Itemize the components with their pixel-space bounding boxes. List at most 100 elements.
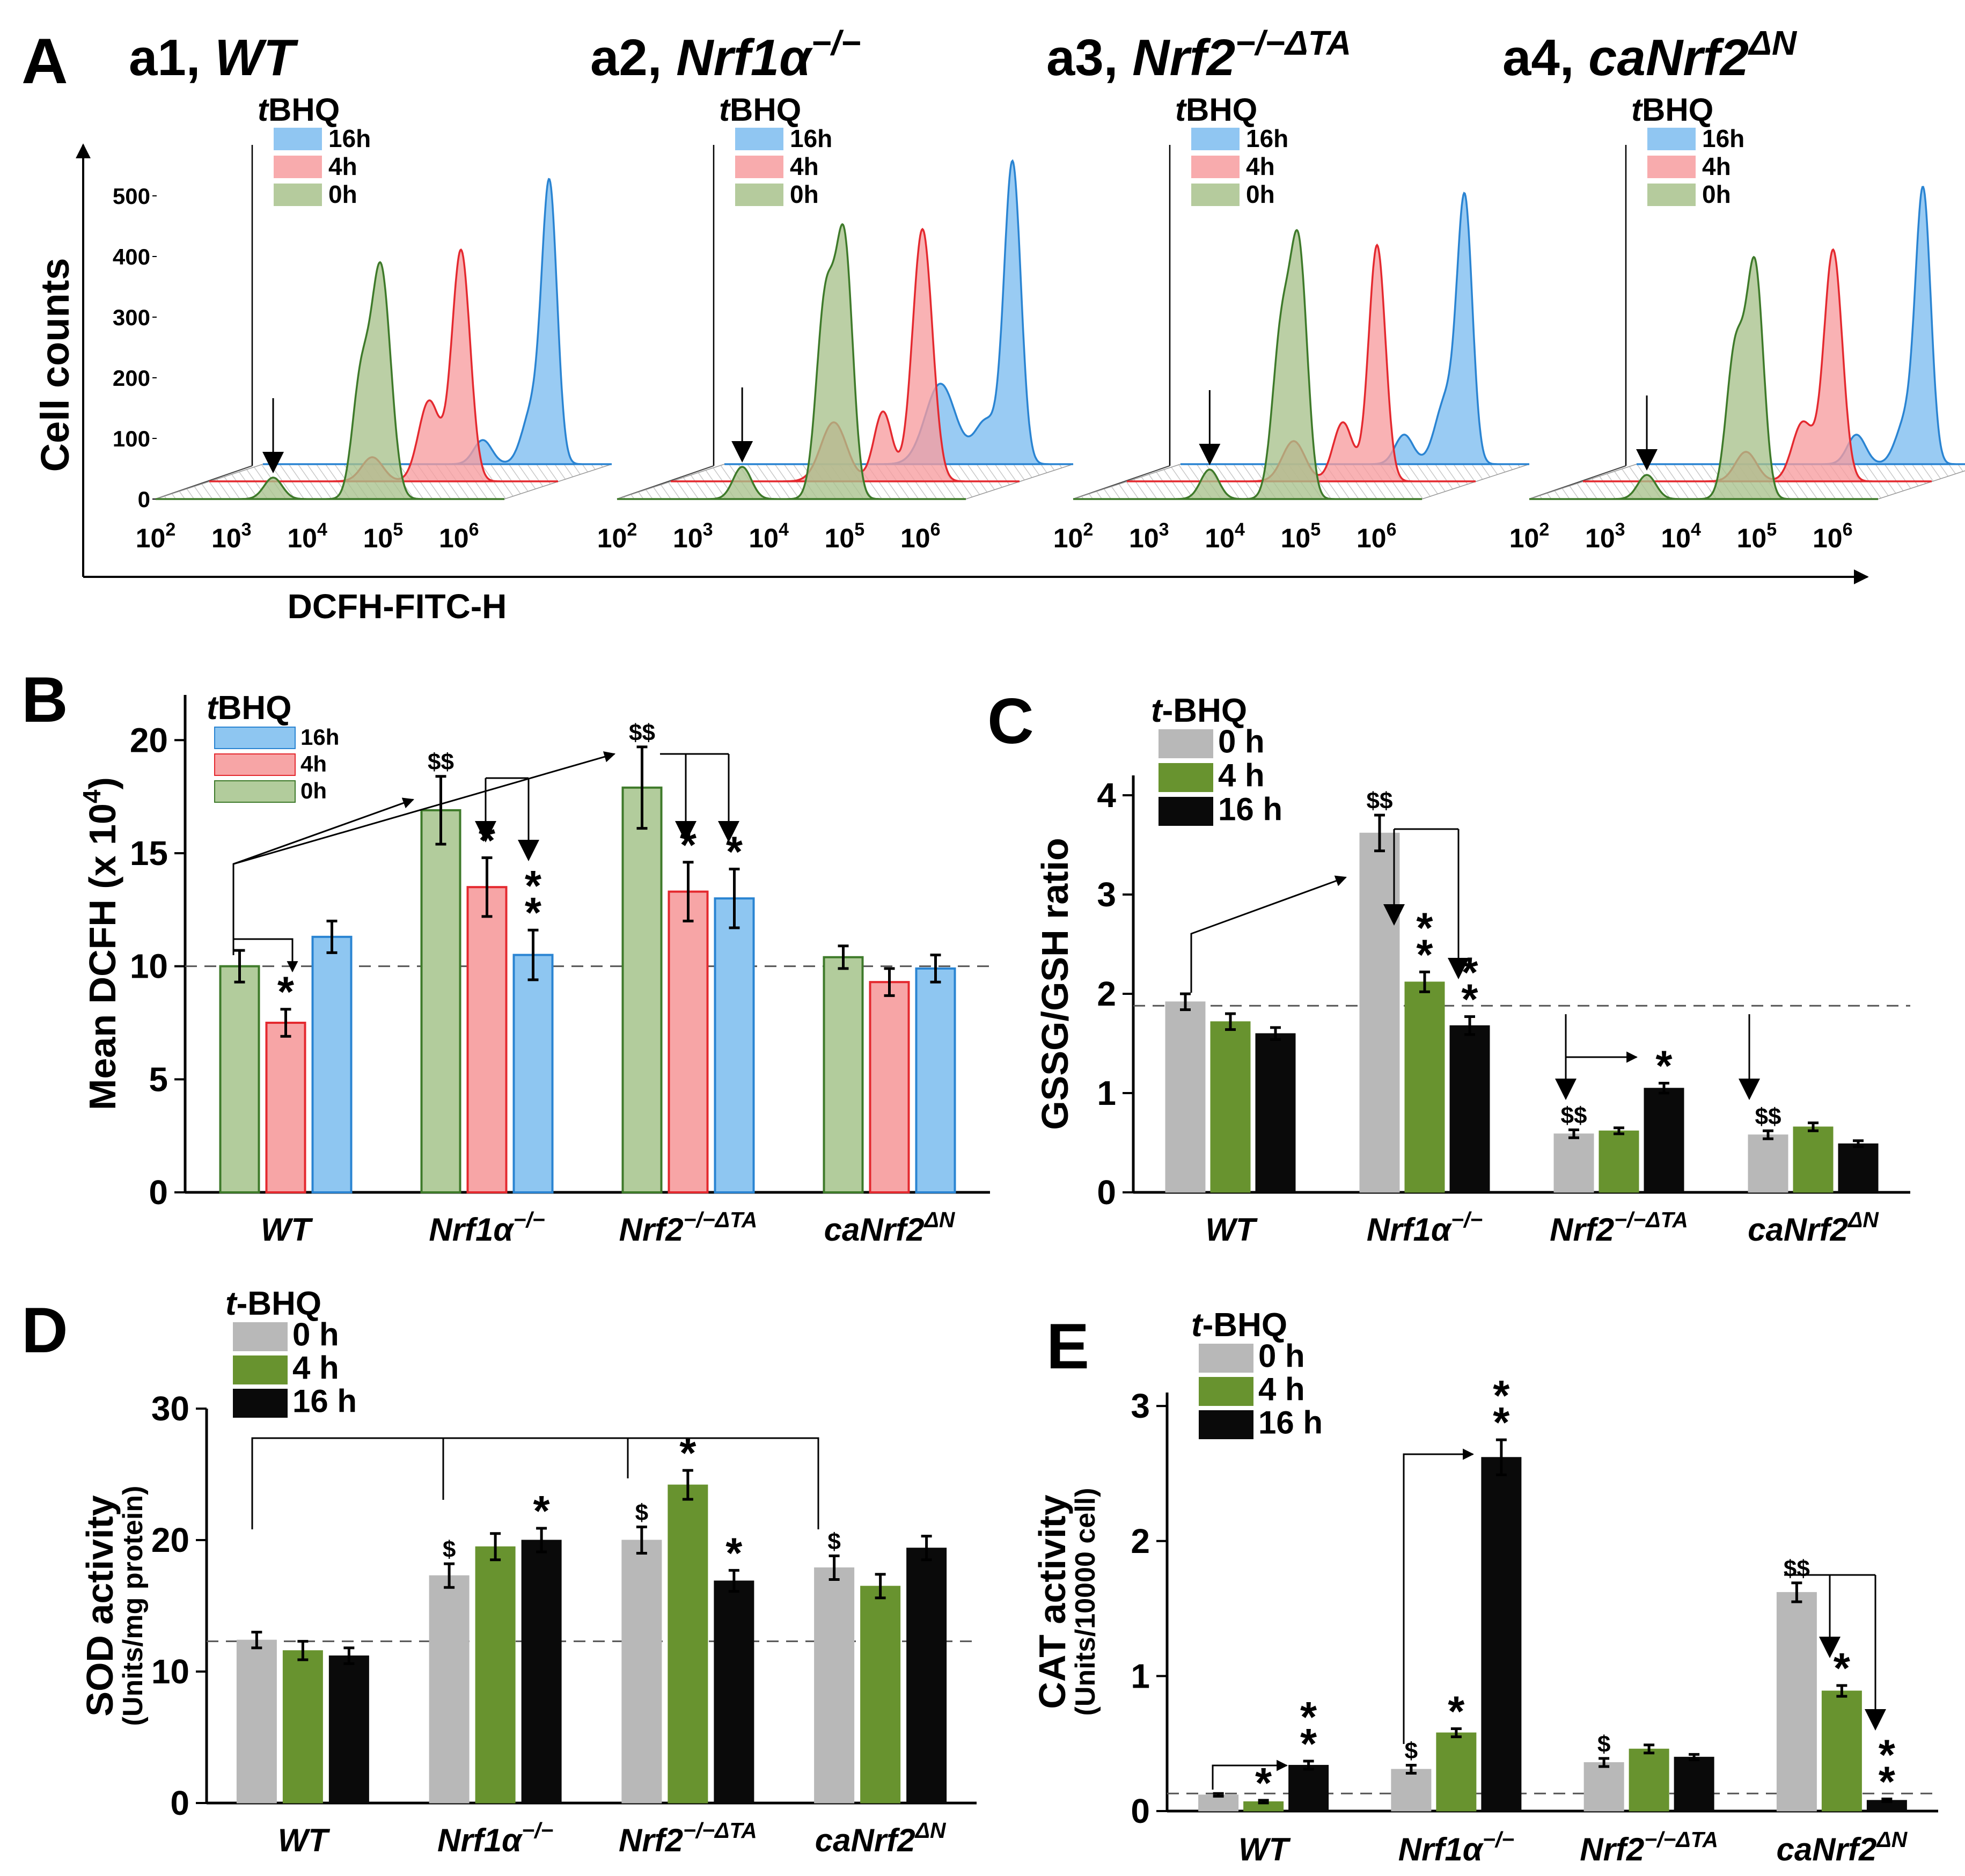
legend-swatch xyxy=(1199,1344,1253,1373)
bar xyxy=(814,1567,855,1804)
category-label: caNrf2ΔN xyxy=(1748,1207,1879,1248)
legend-label: 4h xyxy=(790,152,819,180)
bar xyxy=(1644,1088,1684,1193)
legend-swatch xyxy=(214,727,296,749)
significance-mark: $ xyxy=(1405,1738,1418,1764)
significance-mark: * xyxy=(1300,1720,1317,1768)
category-label: Nrf1α−/− xyxy=(437,1818,553,1858)
y-tick-label: 0 xyxy=(1131,1792,1150,1830)
significance-mark: $ xyxy=(827,1528,840,1555)
comparison-arrow xyxy=(233,751,616,865)
y-tick-label: 300 xyxy=(113,305,150,330)
legend-title: tBHQ xyxy=(207,690,291,727)
legend-label: 4h xyxy=(300,751,327,776)
category-label: caNrf2ΔN xyxy=(815,1818,947,1858)
bar xyxy=(1288,1764,1329,1812)
significance-mark: $$ xyxy=(1367,788,1393,814)
comparison-arrow xyxy=(232,797,414,955)
y-tick-label: 0 xyxy=(1097,1173,1116,1212)
y-tick-label: 400 xyxy=(113,244,150,269)
category-label: Nrf2−/−ΔTA xyxy=(1550,1207,1688,1248)
legend-label: 16 h xyxy=(1258,1405,1323,1441)
category-label: WT xyxy=(261,1212,313,1248)
bar xyxy=(860,1586,901,1804)
category-label: WT xyxy=(278,1822,331,1858)
comparison-arrow-head xyxy=(731,441,753,463)
category-label: Nrf1α−/− xyxy=(429,1207,545,1248)
significance-mark: * xyxy=(1493,1372,1510,1419)
histogram-0h xyxy=(156,261,504,500)
comparison-arrow xyxy=(1403,1448,1475,1744)
bar xyxy=(714,897,755,1193)
legend-label: 4h xyxy=(328,152,357,180)
significance-mark: * xyxy=(277,968,295,1016)
x-tick-label: 103 xyxy=(1585,519,1625,553)
bar xyxy=(906,1548,947,1804)
comparison-arrow-head xyxy=(475,821,496,842)
y-tick-label: 20 xyxy=(130,721,168,759)
bar xyxy=(869,981,910,1194)
panel-letter: C xyxy=(987,685,1034,757)
subpanel-title: a1, WT xyxy=(129,29,299,86)
comparison-bracket xyxy=(251,1437,819,1529)
bar xyxy=(1198,1794,1239,1812)
legend-label: 16h xyxy=(1702,124,1744,152)
significance-mark: * xyxy=(1300,1693,1317,1741)
legend-swatch xyxy=(1159,763,1213,792)
y-tick-label: 3 xyxy=(1097,875,1116,914)
x-tick-label: 102 xyxy=(136,519,176,553)
bar xyxy=(1404,981,1445,1193)
x-tick-label: 103 xyxy=(1129,519,1169,553)
legend-label: 0 h xyxy=(292,1317,339,1353)
bar xyxy=(512,954,554,1194)
bar xyxy=(236,1639,277,1804)
legend-swatch xyxy=(233,1355,288,1384)
bar xyxy=(1776,1592,1817,1812)
bar xyxy=(621,1540,662,1804)
legend-title: tBHQ xyxy=(1175,92,1257,128)
comparison-arrow-head xyxy=(1383,904,1405,926)
subpanel-title: a4, caNrf2ΔN xyxy=(1502,24,1798,86)
comparison-arrow-head xyxy=(1819,1637,1841,1658)
legend-swatch xyxy=(214,753,296,776)
legend-label: 4 h xyxy=(1218,758,1265,794)
significance-mark: * xyxy=(1416,904,1433,951)
legend-label: 0 h xyxy=(1218,724,1265,760)
y-tick-label: 100 xyxy=(113,426,150,451)
significance-mark: * xyxy=(525,862,542,910)
bar xyxy=(420,809,461,1194)
bar xyxy=(1210,1021,1251,1193)
x-tick-label: 103 xyxy=(211,519,252,553)
bar xyxy=(219,965,260,1193)
legend-swatch xyxy=(1191,184,1240,206)
legend-label: 16 h xyxy=(292,1383,357,1419)
legend-label: 0h xyxy=(790,180,819,208)
y-axis-label-units: (Units/10000 cell) xyxy=(1070,1488,1101,1716)
category-label: Nrf2−/−ΔTA xyxy=(1580,1827,1718,1867)
comparison-arrow-head xyxy=(1739,1079,1760,1100)
bar xyxy=(1599,1130,1639,1193)
legend-label: 16 h xyxy=(1218,792,1282,827)
category-label: Nrf1α−/− xyxy=(1367,1207,1483,1248)
x-tick-label: 105 xyxy=(825,519,865,553)
bar xyxy=(1821,1690,1862,1812)
significance-mark: * xyxy=(525,889,542,936)
legend-swatch xyxy=(1159,729,1213,758)
significance-mark: $$ xyxy=(428,749,454,775)
bar xyxy=(282,1650,323,1804)
x-tick-label: 103 xyxy=(673,519,713,553)
legend-swatch xyxy=(735,184,783,206)
bar xyxy=(1391,1769,1432,1812)
significance-mark: * xyxy=(1834,1644,1851,1692)
bar xyxy=(668,890,709,1193)
legend-swatch xyxy=(274,128,322,150)
legend-label: 4h xyxy=(1702,152,1731,180)
legend-label: 16h xyxy=(300,724,339,750)
bar xyxy=(1748,1134,1788,1193)
legend-swatch xyxy=(233,1389,288,1418)
significance-mark: * xyxy=(1255,1759,1272,1807)
significance-mark: $ xyxy=(1597,1731,1610,1757)
